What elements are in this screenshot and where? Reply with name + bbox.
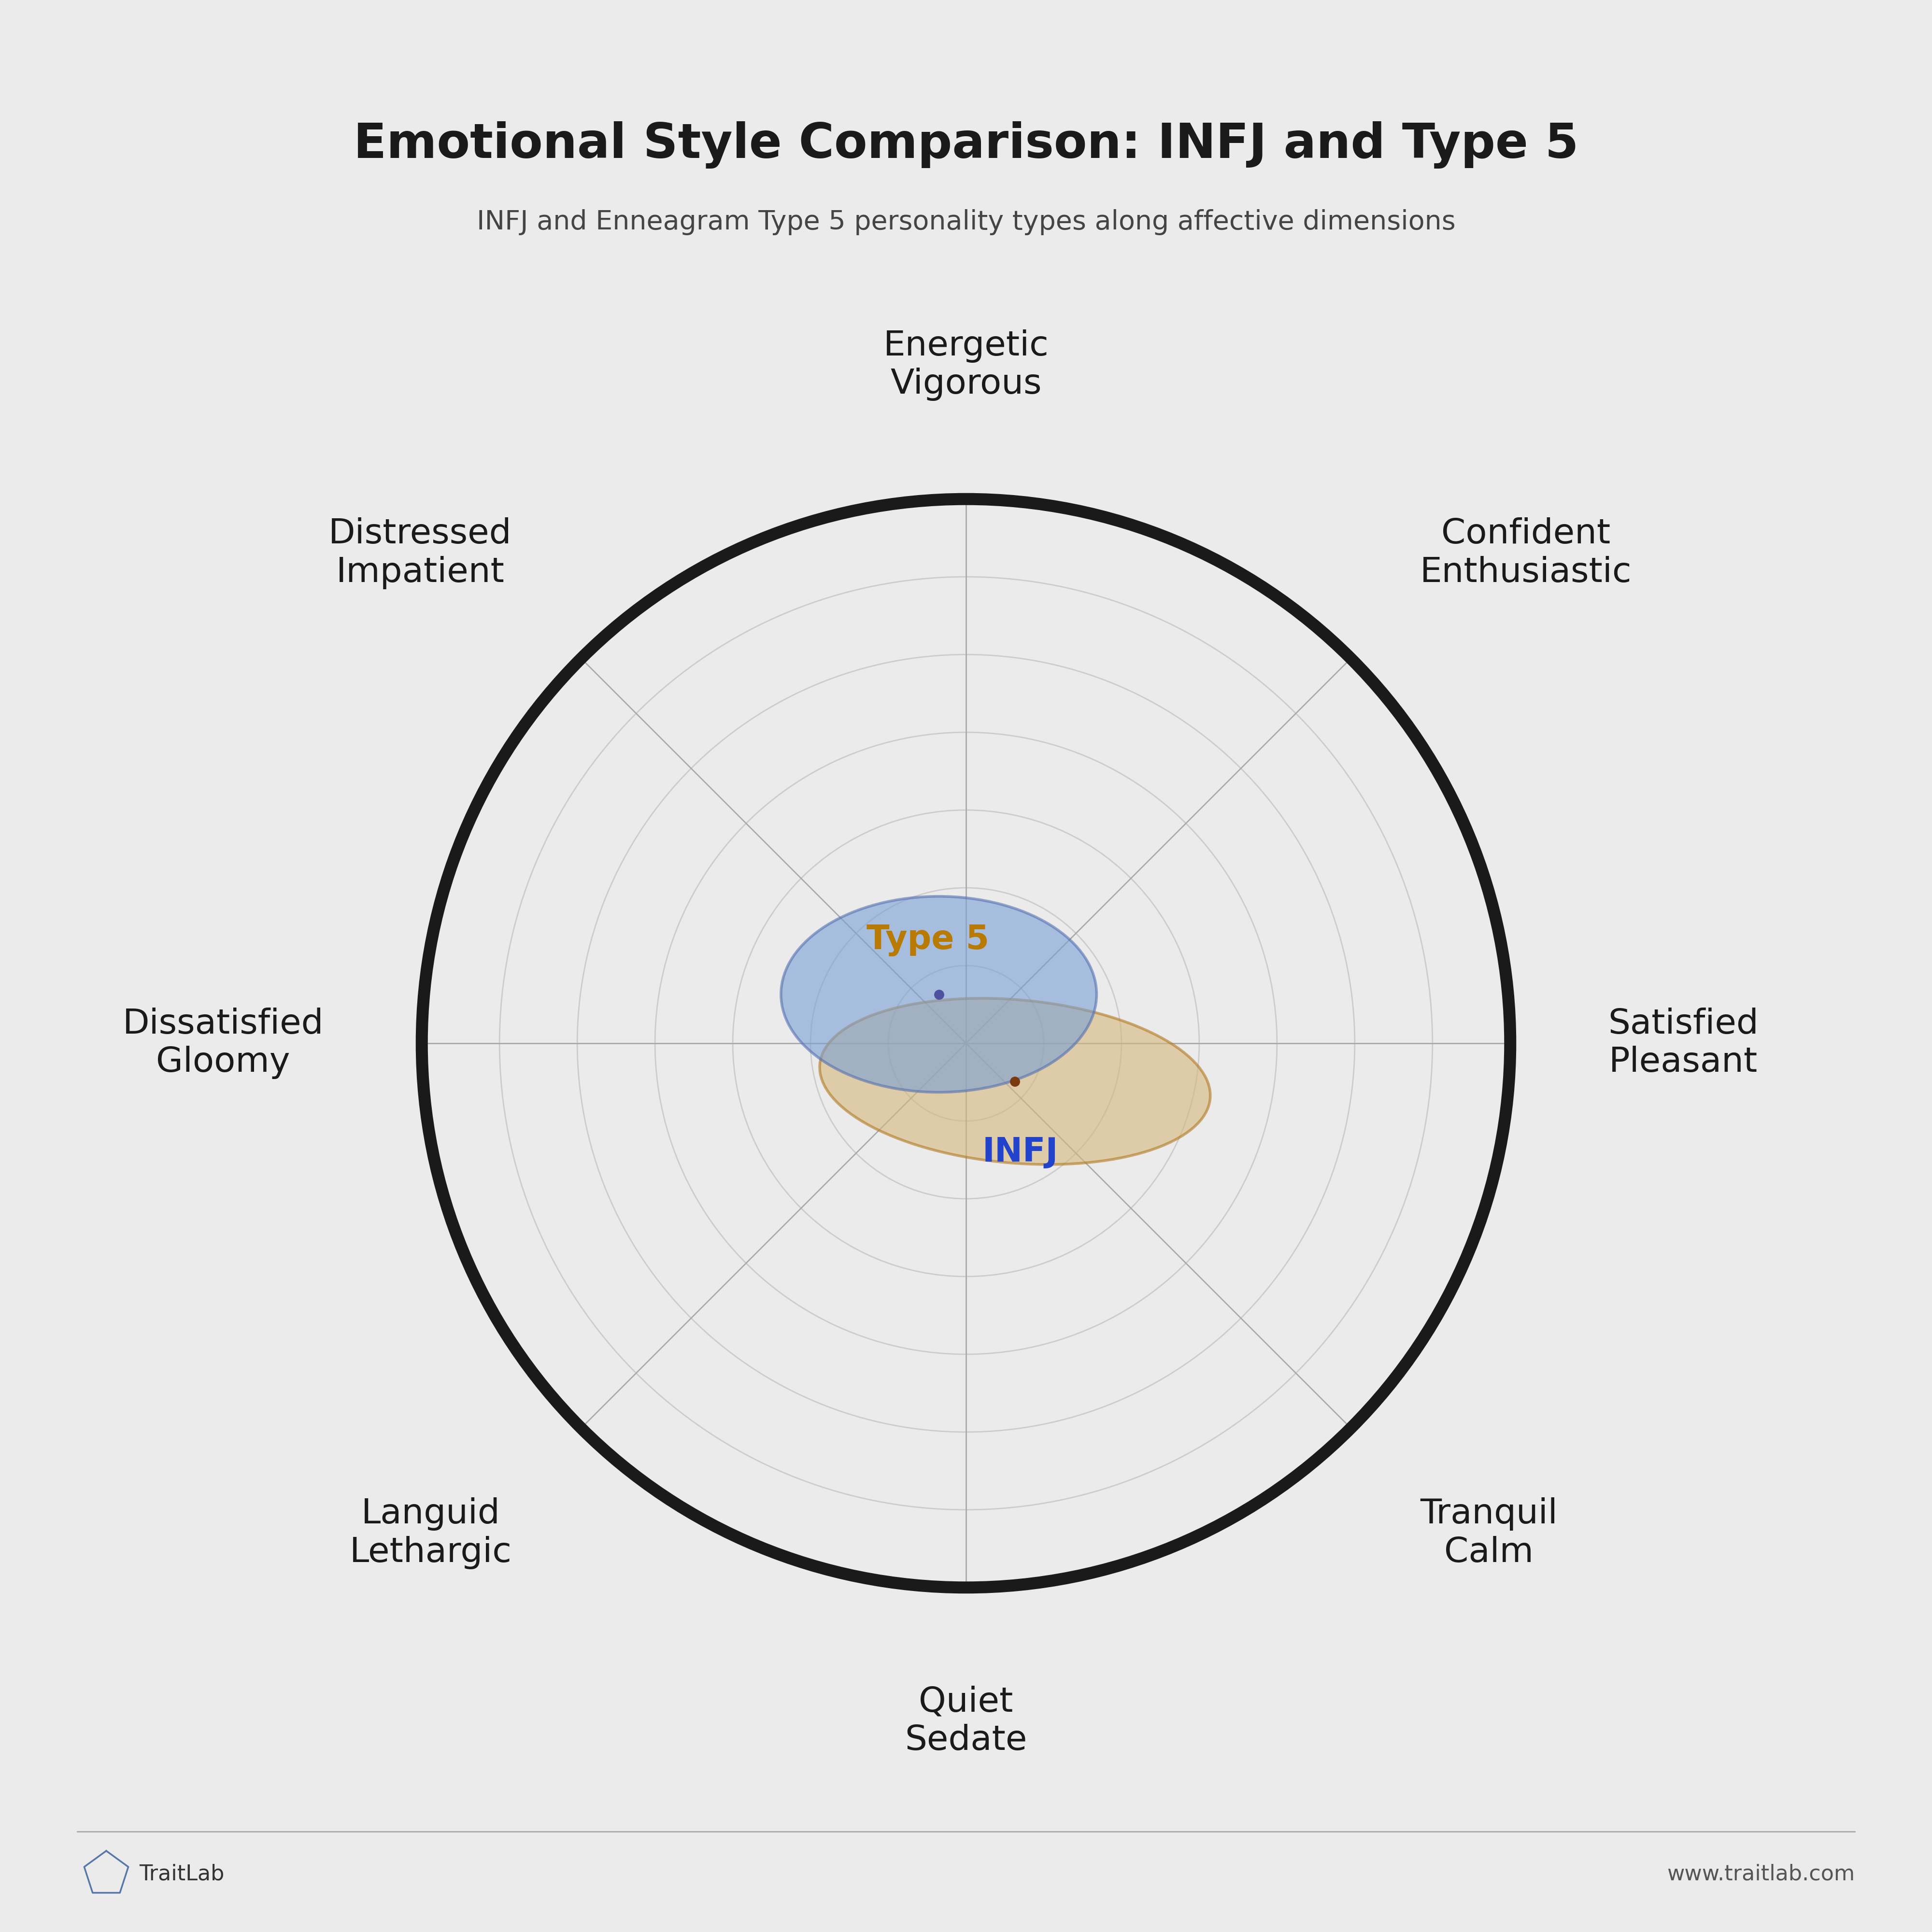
Text: Languid
Lethargic: Languid Lethargic <box>350 1497 512 1569</box>
Text: Distressed
Impatient: Distressed Impatient <box>328 518 512 589</box>
Text: Emotional Style Comparison: INFJ and Type 5: Emotional Style Comparison: INFJ and Typ… <box>354 122 1578 168</box>
Text: Confident
Enthusiastic: Confident Enthusiastic <box>1420 518 1633 589</box>
Text: TraitLab: TraitLab <box>139 1864 224 1884</box>
Text: Satisfied
Pleasant: Satisfied Pleasant <box>1607 1007 1758 1080</box>
Text: www.traitlab.com: www.traitlab.com <box>1667 1864 1855 1884</box>
Text: INFJ and Enneagram Type 5 personality types along affective dimensions: INFJ and Enneagram Type 5 personality ty… <box>477 209 1455 236</box>
Text: Tranquil
Calm: Tranquil Calm <box>1420 1497 1557 1569</box>
Text: Dissatisfied
Gloomy: Dissatisfied Gloomy <box>122 1007 325 1080</box>
Text: INFJ: INFJ <box>981 1136 1059 1169</box>
Text: Type 5: Type 5 <box>867 923 989 956</box>
Text: Quiet
Sedate: Quiet Sedate <box>904 1685 1028 1758</box>
Text: Energetic
Vigorous: Energetic Vigorous <box>883 328 1049 402</box>
Ellipse shape <box>819 999 1209 1165</box>
Ellipse shape <box>781 896 1097 1092</box>
